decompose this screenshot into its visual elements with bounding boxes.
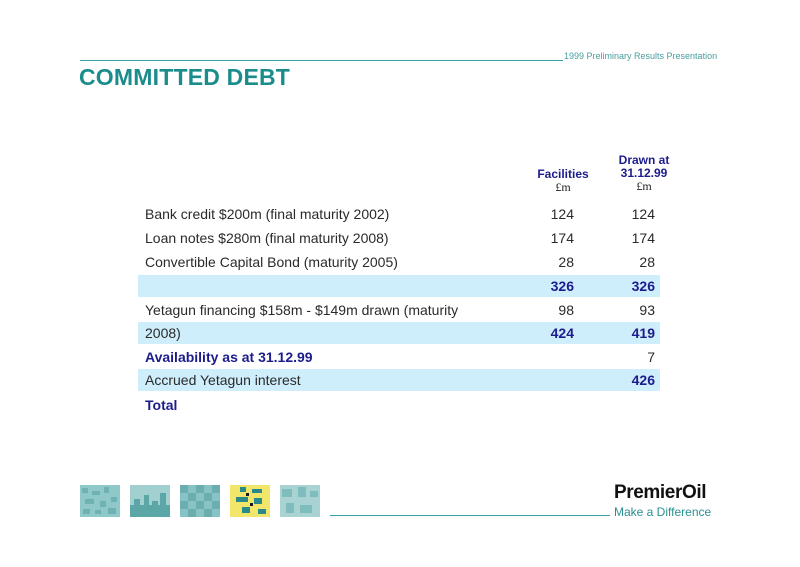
row-label: 2008) (145, 325, 181, 341)
drawn-value: 124 (631, 206, 655, 222)
table-row: Yetagun financing $158m - $149m drawn (m… (138, 299, 660, 321)
page-title: COMMITTED DEBT (79, 64, 291, 90)
drawn-unit: £m (636, 179, 652, 193)
row-label: Convertible Capital Bond (maturity 2005) (145, 254, 398, 270)
footer-rule (330, 515, 610, 516)
drawn-value: 7 (647, 349, 655, 365)
row-label: Bank credit $200m (final maturity 2002) (145, 206, 390, 222)
table-row: 2008) 424 419 (138, 322, 660, 344)
presentation-caption: 1999 Preliminary Results Presentation (564, 51, 718, 61)
drawn-label-line1: Drawn at (618, 153, 670, 167)
facilities-value: 28 (558, 254, 574, 270)
drawn-subtotal: 326 (631, 278, 655, 294)
column-header-facilities: Facilities £m (533, 168, 593, 194)
table-row: Convertible Capital Bond (maturity 2005)… (138, 251, 660, 273)
facilities-value: 124 (550, 206, 574, 222)
facilities-value: 98 (558, 302, 574, 318)
pattern-tile-2-icon (130, 485, 170, 517)
total-label: Total (145, 397, 178, 413)
table-row: Availability as at 31.12.99 7 (138, 346, 660, 368)
pattern-tile-1-icon (80, 485, 120, 517)
facilities-subtotal: 326 (550, 278, 574, 294)
table-row: Loan notes $280m (final maturity 2008) 1… (138, 227, 660, 249)
table-row: Accrued Yetagun interest 426 (138, 369, 660, 391)
drawn-value: 426 (631, 372, 655, 388)
drawn-value: 174 (631, 230, 655, 246)
brand-logo: PremierOil (614, 482, 707, 503)
facilities-value: 174 (550, 230, 574, 246)
drawn-total: 419 (631, 325, 655, 341)
facilities-label: Facilities (537, 167, 589, 181)
drawn-label-line2: 31.12.99 (620, 166, 668, 180)
pattern-tile-4-icon (230, 485, 270, 517)
facilities-total: 424 (550, 325, 574, 341)
pattern-tile-5-icon (280, 485, 320, 517)
drawn-value: 93 (639, 302, 655, 318)
row-label: Yetagun financing $158m - $149m drawn (m… (145, 302, 459, 318)
row-label: Loan notes $280m (final maturity 2008) (145, 230, 389, 246)
row-label: Accrued Yetagun interest (145, 372, 301, 388)
table-row: Total (138, 394, 660, 416)
availability-label: Availability as at 31.12.99 (145, 349, 313, 365)
header-rule (80, 60, 563, 61)
pattern-tile-3-icon (180, 485, 220, 517)
table-row: Bank credit $200m (final maturity 2002) … (138, 203, 660, 225)
drawn-value: 28 (639, 254, 655, 270)
subtotal-row: 326 326 (138, 275, 660, 297)
facilities-unit: £m (555, 180, 571, 194)
brand-tagline: Make a Difference (614, 505, 712, 519)
column-header-drawn: Drawn at 31.12.99 £m (612, 154, 676, 193)
